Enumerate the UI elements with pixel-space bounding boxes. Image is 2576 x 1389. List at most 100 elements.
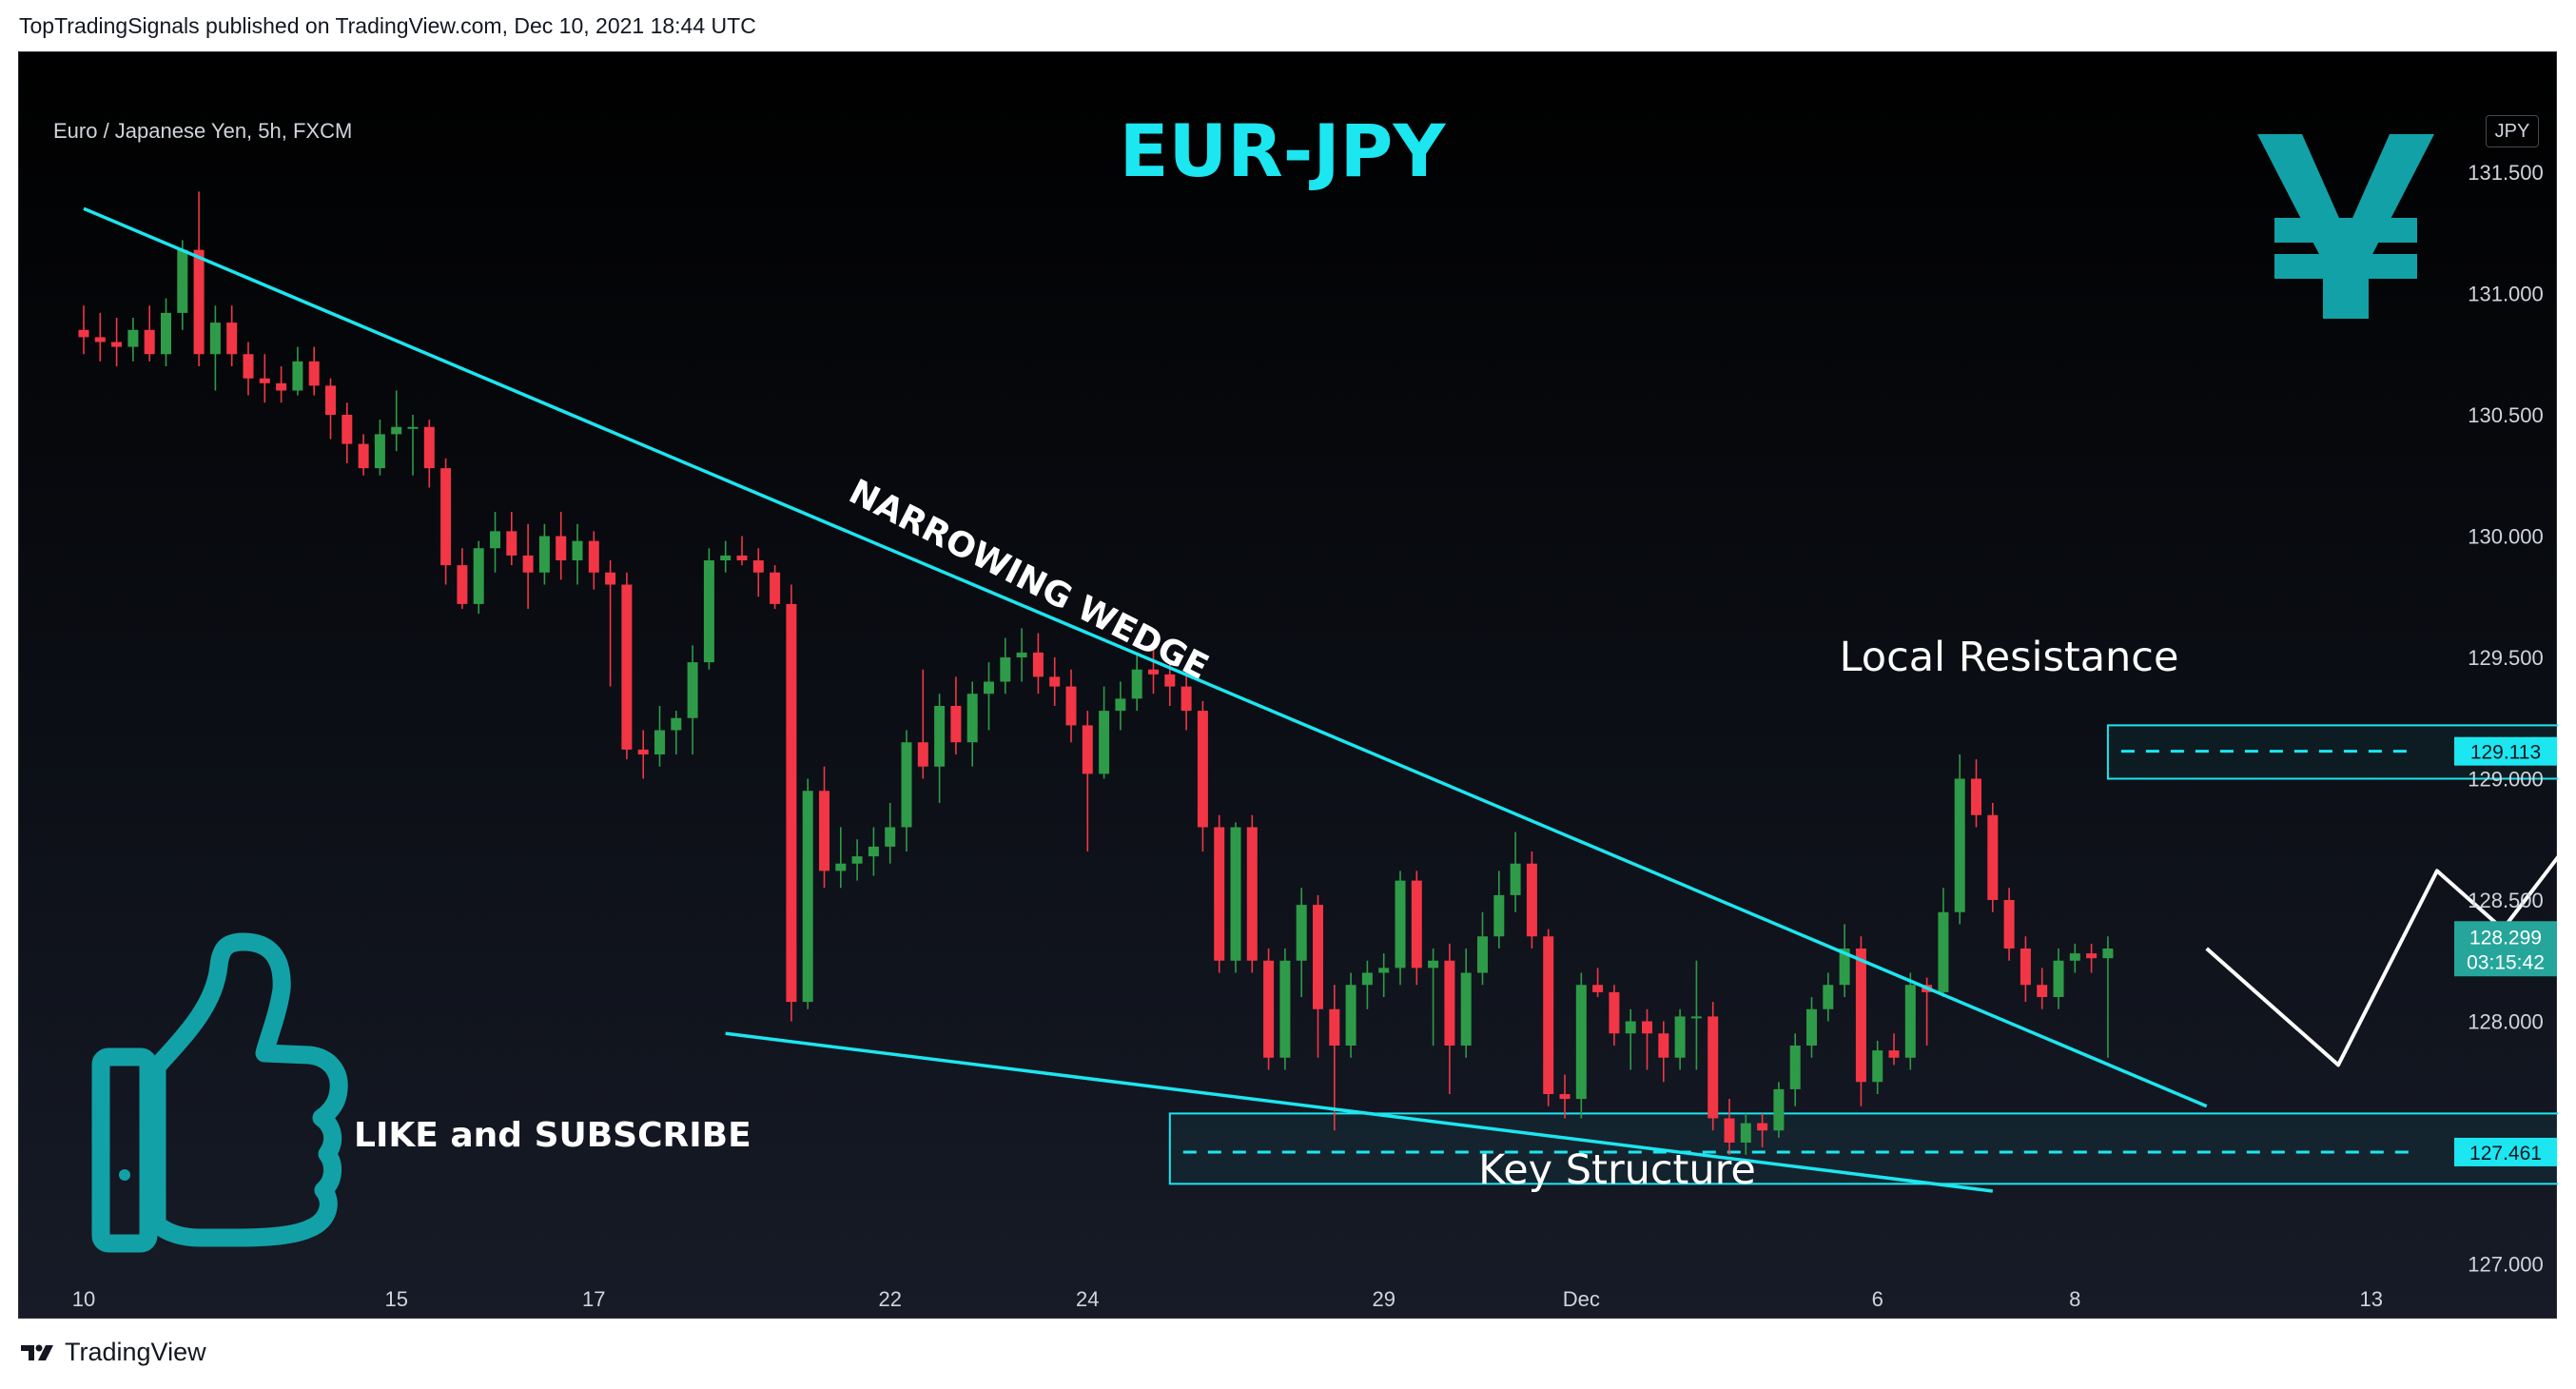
y-tick-label: 130.000 (2468, 525, 2544, 549)
candle-body (621, 584, 633, 750)
candle-body (1543, 936, 1554, 1094)
candle-body (2003, 900, 2015, 949)
candle-body (1987, 814, 1999, 900)
candle-body (342, 415, 353, 444)
candle-body (720, 555, 732, 560)
brand-name: TradingView (65, 1338, 206, 1366)
candle-body (1444, 960, 1455, 1046)
candle-body (276, 382, 287, 391)
chart-frame[interactable]: 131.500 131.000 130.500 130.000 129.500 129.0… (18, 51, 2558, 1320)
candle-body (770, 572, 781, 604)
candle-body (1263, 960, 1275, 1058)
candle-body (703, 560, 714, 663)
candle-body (556, 536, 567, 560)
candle-body (325, 385, 336, 415)
last-price-badge (2454, 921, 2557, 977)
candle-body (391, 426, 402, 435)
candle-body (374, 434, 385, 469)
axis-layer: 131.500 131.000 130.500 130.000 129.500 129.0… (72, 161, 2558, 1311)
level-price-badge (2454, 1137, 2557, 1166)
candle-body (671, 717, 682, 731)
candle-body (259, 378, 270, 383)
candle-body (917, 742, 928, 767)
candle-body (1823, 985, 1834, 1009)
candle-body (1690, 1016, 1702, 1019)
zone-layer (1168, 724, 2558, 1185)
candle-body (1313, 905, 1323, 1009)
candle-body (193, 249, 205, 355)
candle-body (209, 323, 221, 355)
candle-body (2069, 953, 2080, 961)
candle-body (687, 662, 698, 718)
x-tick-label: 22 (878, 1287, 901, 1311)
candle-body (1148, 669, 1159, 675)
candle-body (243, 354, 254, 379)
y-tick-label: 128.000 (2468, 1010, 2544, 1034)
tradingview-logo-icon (21, 1344, 53, 1360)
candle-body (1658, 1033, 1669, 1058)
countdown-label: 03:15:42 (2467, 951, 2545, 973)
candle-body (1806, 1008, 1817, 1046)
candle-body (934, 706, 946, 767)
x-tick-label: 17 (582, 1287, 605, 1311)
candle-body (1674, 1016, 1686, 1058)
candle-body (1789, 1046, 1801, 1089)
candle-body (588, 540, 599, 573)
candle-body (1131, 669, 1142, 699)
wedge-lower-line (725, 1031, 1994, 1193)
candle-body (1378, 968, 1390, 973)
candle-body (1428, 960, 1439, 968)
projection-path (2205, 853, 2558, 1067)
candle-body (1411, 880, 1422, 968)
candle-layer (78, 191, 2114, 1155)
y-tick-label: 129.500 (2468, 646, 2544, 670)
candle-body (1296, 905, 1307, 961)
candle-body (1395, 880, 1406, 968)
candle-body (1938, 911, 1949, 992)
candle-body (868, 846, 879, 857)
candle-body (1115, 698, 1126, 712)
candle-body (2037, 985, 2048, 997)
candle-body (358, 443, 369, 469)
pair-title: EUR-JPY (1120, 108, 1447, 193)
candle-body (1181, 686, 1192, 712)
candle-body (819, 791, 829, 871)
candle-body (1708, 1016, 1719, 1119)
candle-body (736, 555, 748, 560)
candle-body (144, 329, 155, 355)
candle-body (1214, 827, 1225, 961)
candle-body (1575, 985, 1587, 1100)
candle-body (2102, 949, 2114, 959)
candle-body (506, 531, 517, 556)
resistance-label: Local Resistance (1840, 634, 2179, 681)
candle-body (1625, 1021, 1636, 1034)
candle-body (1016, 652, 1027, 657)
support-zone (1168, 1112, 2558, 1185)
candle-body (78, 329, 89, 338)
candle-body (161, 312, 171, 355)
candle-body (605, 572, 616, 585)
level-price-badge (2454, 736, 2557, 766)
structure-label: Key Structure (1478, 1146, 1756, 1194)
candle-body (1164, 674, 1176, 687)
overlay-layer (83, 206, 2558, 1193)
level-price-label: 127.461 (2469, 1143, 2542, 1164)
footer[interactable]: TradingView (19, 1338, 206, 1367)
candle-body (94, 337, 106, 342)
x-tick-label: 6 (1872, 1287, 1883, 1311)
wedge-upper-line (83, 206, 2208, 1108)
candle-body (1246, 827, 1258, 961)
candle-body (1361, 972, 1373, 986)
yen-icon (2257, 134, 2434, 319)
candle-body (1839, 949, 1850, 986)
candle-body (226, 323, 238, 355)
candle-body (308, 361, 320, 386)
candle-body (802, 791, 813, 1003)
candle-body (984, 681, 994, 694)
candle-body (2053, 960, 2064, 997)
currency-badge[interactable]: JPY (2486, 115, 2539, 147)
chart-svg[interactable]: 131.500 131.000 130.500 130.000 129.500 129.0… (19, 52, 2558, 1320)
candle-body (1099, 711, 1110, 774)
publisher-note: TopTradingSignals published on TradingVi… (19, 13, 756, 38)
